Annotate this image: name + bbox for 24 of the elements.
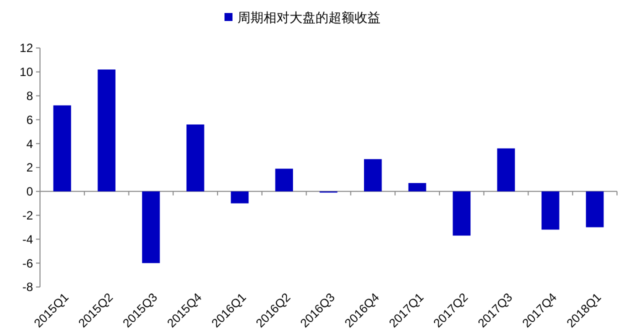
- y-tick-label: -4: [22, 232, 34, 246]
- bar: [364, 159, 382, 192]
- y-tick-label: 6: [26, 112, 34, 127]
- y-tick-label: -6: [22, 256, 34, 270]
- bar: [275, 168, 293, 192]
- bar: [586, 191, 604, 228]
- y-tick-label: 10: [20, 65, 34, 80]
- y-tick-label: -8: [22, 280, 34, 294]
- y-tick-label: 4: [26, 136, 34, 151]
- y-tick-label: 2: [26, 160, 34, 175]
- legend-label: 周期相对大盘的超额收益: [238, 10, 380, 25]
- bar: [142, 191, 160, 264]
- y-tick-label: 0: [26, 184, 34, 199]
- bar: [98, 70, 116, 192]
- bar: [230, 191, 249, 204]
- y-tick-label: 8: [26, 89, 34, 103]
- y-tick-label: 12: [20, 41, 34, 56]
- y-tick-label: -2: [22, 208, 34, 222]
- bar: [408, 183, 426, 192]
- bar: [497, 148, 515, 192]
- bar: [53, 105, 72, 192]
- bar: [452, 191, 471, 236]
- bar: [186, 124, 204, 192]
- bar: [542, 191, 560, 230]
